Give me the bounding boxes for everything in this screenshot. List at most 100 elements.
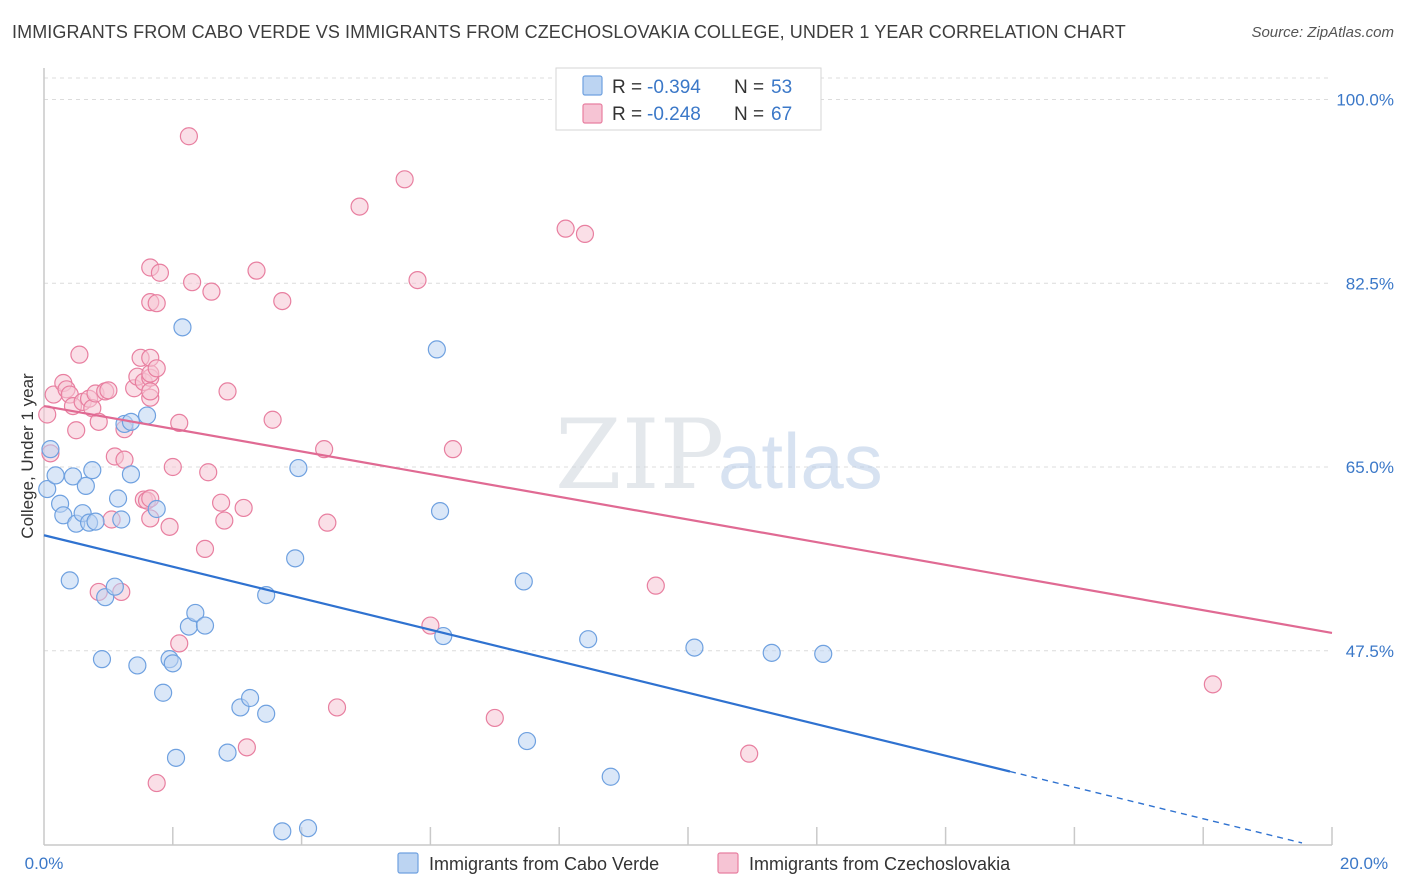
legend-swatch-czechoslovakia <box>582 103 603 124</box>
point-czechoslovakia <box>183 273 202 292</box>
point-czechoslovakia <box>234 498 253 518</box>
bottom-legend-swatch-cabo-verde <box>397 852 419 874</box>
point-czechoslovakia <box>327 698 347 717</box>
point-czechoslovakia <box>150 263 170 282</box>
y-axis-label: College, Under 1 year <box>18 373 37 539</box>
x-tick-label-min: 0.0% <box>25 854 64 873</box>
y-tick-label: 65.0% <box>1346 458 1394 477</box>
point-cabo-verde <box>83 461 102 480</box>
trend-line-cabo-verde-extension <box>1009 770 1303 844</box>
point-cabo-verde <box>173 318 192 337</box>
point-czechoslovakia <box>147 359 166 378</box>
x-tick-label-max: 20.0% <box>1340 854 1388 873</box>
legend-n-label-czechoslovakia: N = <box>734 104 769 125</box>
point-czechoslovakia <box>273 292 292 311</box>
source-text: Source: ZipAtlas.com <box>1251 24 1394 41</box>
point-czechoslovakia <box>195 539 215 559</box>
point-cabo-verde <box>218 743 237 762</box>
point-cabo-verde <box>186 603 205 623</box>
point-cabo-verde <box>762 643 781 662</box>
point-cabo-verde <box>166 748 186 767</box>
point-cabo-verde <box>514 572 533 591</box>
legend-r-value-cabo-verde: -0.394 <box>647 77 701 98</box>
chart-title: IMMIGRANTS FROM CABO VERDE VS IMMIGRANTS… <box>12 22 1126 42</box>
legend-n-value-czechoslovakia: 67 <box>771 104 792 125</box>
point-cabo-verde <box>41 440 60 459</box>
legend-swatch-cabo-verde <box>582 75 603 96</box>
legend-r-value-czechoslovakia: -0.248 <box>647 104 701 125</box>
legend-r-label-czechoslovakia: R = <box>612 104 647 125</box>
point-czechoslovakia <box>485 708 504 728</box>
point-czechoslovakia <box>443 440 463 459</box>
y-tick-label: 82.5% <box>1346 274 1394 293</box>
point-czechoslovakia <box>170 413 189 432</box>
x-tick-labels: 0.0% 20.0% <box>25 854 1388 873</box>
gridlines <box>44 77 1332 652</box>
bottom-legend: Immigrants from Cabo Verde Immigrants fr… <box>397 852 1011 874</box>
y-tick-label: 47.5% <box>1346 642 1394 661</box>
points-cabo-verde <box>38 318 833 841</box>
point-czechoslovakia <box>212 493 231 512</box>
point-cabo-verde <box>257 704 276 723</box>
top-legend: R = -0.394 N = 53 R = -0.248 N = 67 <box>555 67 822 131</box>
point-cabo-verde <box>240 688 260 708</box>
point-cabo-verde <box>54 506 73 525</box>
point-cabo-verde <box>427 340 446 359</box>
point-cabo-verde <box>434 626 453 646</box>
point-cabo-verde <box>814 644 833 664</box>
point-czechoslovakia <box>740 744 759 763</box>
point-czechoslovakia <box>160 517 179 536</box>
point-cabo-verde <box>76 476 95 495</box>
point-cabo-verde <box>128 656 147 675</box>
point-cabo-verde <box>63 467 83 486</box>
point-czechoslovakia <box>556 219 575 238</box>
y-tick-labels: 47.5% 65.0% 82.5% 100.0% <box>1336 91 1394 661</box>
point-czechoslovakia <box>237 738 256 757</box>
point-czechoslovakia <box>218 382 237 401</box>
legend-n-label-cabo-verde: N = <box>734 77 769 98</box>
point-czechoslovakia <box>318 513 337 532</box>
point-cabo-verde <box>298 819 318 838</box>
point-czechoslovakia <box>315 440 334 459</box>
point-cabo-verde <box>121 465 141 484</box>
point-cabo-verde <box>430 502 450 521</box>
point-cabo-verde <box>86 512 105 531</box>
point-cabo-verde <box>286 549 305 568</box>
point-cabo-verde <box>38 479 57 499</box>
watermark: ZIP atlas <box>555 399 883 511</box>
trend-line-czechoslovakia <box>43 405 1333 634</box>
trend-lines <box>43 405 1333 844</box>
point-czechoslovakia <box>408 271 427 290</box>
point-czechoslovakia <box>67 421 86 440</box>
point-cabo-verde <box>685 638 704 657</box>
point-czechoslovakia <box>99 381 118 400</box>
point-czechoslovakia <box>147 773 166 793</box>
trend-line-cabo-verde <box>43 534 1011 773</box>
point-czechoslovakia <box>70 345 89 364</box>
watermark-atlas: atlas <box>718 417 883 505</box>
point-cabo-verde <box>108 489 128 508</box>
point-cabo-verde <box>195 616 215 635</box>
bottom-legend-label-czechoslovakia: Immigrants from Czechoslovakia <box>749 854 1011 874</box>
legend-n-value-cabo-verde: 53 <box>771 77 792 98</box>
y-tick-label: 100.0% <box>1336 91 1394 110</box>
point-czechoslovakia <box>179 127 198 146</box>
point-czechoslovakia <box>1203 675 1222 694</box>
watermark-zip: ZIP <box>555 399 724 511</box>
point-cabo-verde <box>273 822 292 841</box>
point-czechoslovakia <box>247 261 266 280</box>
point-cabo-verde <box>112 510 131 529</box>
point-czechoslovakia <box>163 457 182 477</box>
point-czechoslovakia <box>646 576 665 595</box>
point-cabo-verde <box>92 650 112 669</box>
point-czechoslovakia <box>202 282 221 301</box>
point-czechoslovakia <box>170 634 189 653</box>
point-czechoslovakia <box>147 294 166 313</box>
point-cabo-verde <box>579 630 598 649</box>
point-cabo-verde <box>601 767 620 786</box>
point-cabo-verde <box>46 466 65 485</box>
point-cabo-verde <box>147 499 166 519</box>
bottom-legend-label-cabo-verde: Immigrants from Cabo Verde <box>429 854 659 874</box>
point-cabo-verde <box>163 654 182 673</box>
legend-r-label-cabo-verde: R = <box>612 77 647 98</box>
